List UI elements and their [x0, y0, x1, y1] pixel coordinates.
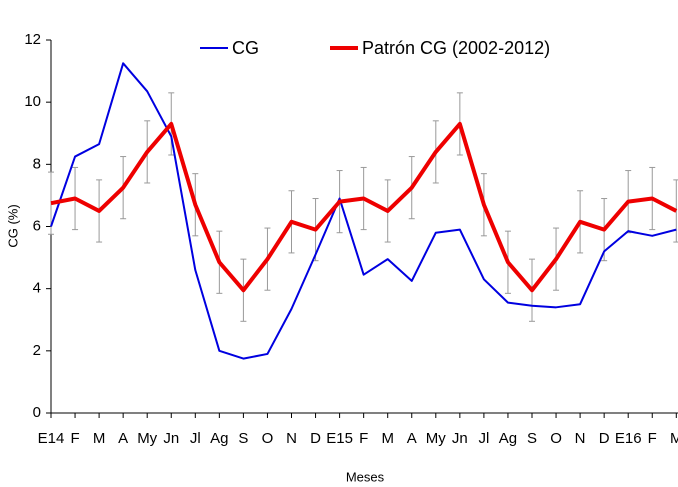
x-tick-label: O: [262, 430, 274, 447]
x-tick-label: S: [527, 430, 537, 447]
x-tick-label: M: [670, 430, 678, 447]
y-tick-label: 10: [24, 93, 41, 110]
x-tick-label: N: [575, 430, 586, 447]
x-tick-label: Jl: [190, 430, 201, 447]
x-tick-label: My: [137, 430, 157, 447]
y-tick-label: 6: [33, 217, 41, 234]
x-tick-label: F: [70, 430, 79, 447]
y-tick-label: 12: [24, 31, 41, 48]
x-tick-label: M: [381, 430, 394, 447]
x-tick-label: Jn: [163, 430, 179, 447]
legend-label: Patrón CG (2002-2012): [362, 38, 550, 58]
y-tick-label: 4: [33, 280, 41, 297]
x-tick-label: F: [648, 430, 657, 447]
x-tick-label: E15: [326, 430, 353, 447]
error-bar: [673, 179, 678, 243]
x-tick-label: F: [359, 430, 368, 447]
x-tick-label: D: [310, 430, 321, 447]
y-tick-label: 2: [33, 342, 41, 359]
x-tick-label: Jl: [478, 430, 489, 447]
x-tick-label: Ag: [210, 430, 228, 447]
x-tick-label: O: [550, 430, 562, 447]
x-tick-label: Ag: [499, 430, 517, 447]
x-tick-label: Jn: [452, 430, 468, 447]
x-tick-label: E16: [615, 430, 642, 447]
x-tick-label: My: [426, 430, 446, 447]
x-tick-label: E14: [38, 430, 65, 447]
x-tick-label: D: [599, 430, 610, 447]
y-axis-label: CG (%): [5, 204, 20, 247]
legend-label: CG: [232, 38, 259, 58]
x-tick-label: S: [238, 430, 248, 447]
x-tick-label: N: [286, 430, 297, 447]
y-tick-label: 0: [33, 404, 41, 421]
x-axis-label: Meses: [346, 469, 385, 484]
series-line: [50, 121, 678, 293]
x-tick-label: M: [93, 430, 106, 447]
series-line: [50, 62, 677, 360]
x-tick-label: A: [118, 430, 128, 447]
y-tick-label: 8: [33, 155, 41, 172]
x-tick-label: A: [407, 430, 417, 447]
